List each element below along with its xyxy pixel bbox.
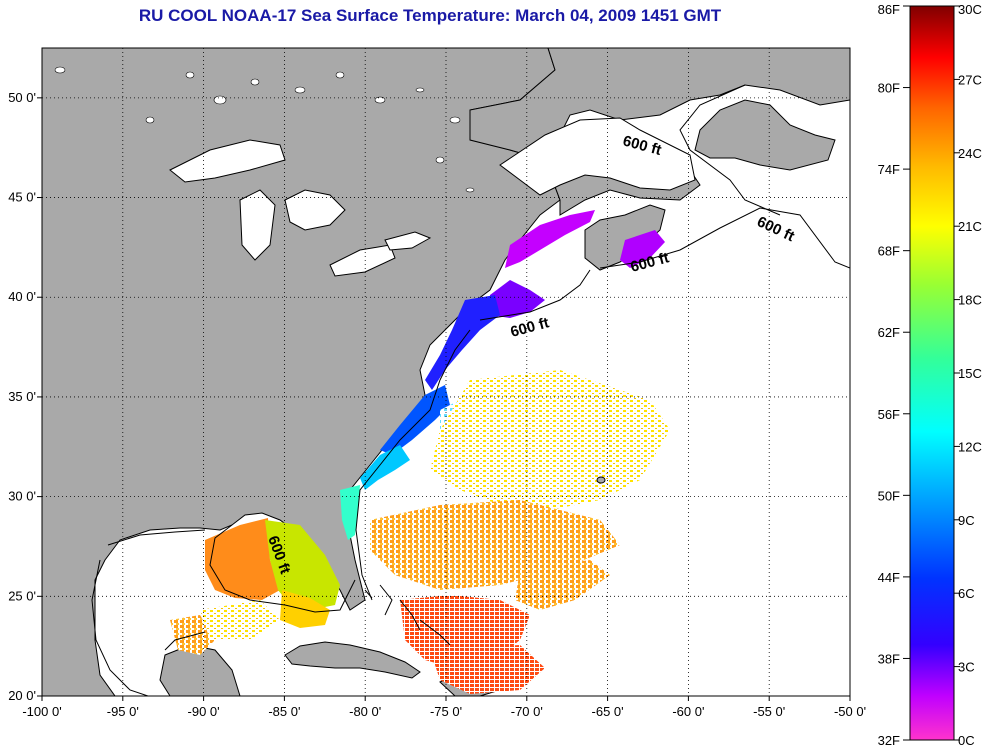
colorbar-label-f: 50F [878,488,900,503]
map-title: RU COOL NOAA-17 Sea Surface Temperature:… [138,6,722,25]
y-tick-label: 35 0' [8,389,36,404]
x-tick-label: -65 0' [592,704,624,719]
colorbar-label-c: 24C [958,146,982,161]
colorbar-label-f: 62F [878,325,900,340]
colorbar-celsius-labels: 30C 27C 24C 21C 18C 15C 12C 9C 6C 3C 0C [958,2,982,748]
land-newfoundland [694,99,836,171]
colorbar-label-f: 80F [878,81,900,96]
x-tick-label: -75 0' [430,704,462,719]
colorbar-label-c: 27C [958,72,982,87]
y-tick-label: 25 0' [8,588,36,603]
colorbar-label-f: 74F [878,162,900,177]
colorbar-ticks [903,5,960,741]
y-tick-label: 20 0' [8,688,36,703]
colorbar-label-c: 6C [958,586,975,601]
colorbar-label-c: 15C [958,366,982,381]
colorbar-label-c: 0C [958,733,975,748]
x-tick-label: -85 0' [268,704,300,719]
x-tick-label: -90 0' [188,704,220,719]
x-tick-label: -50 0' [834,704,866,719]
colorbar-label-f: 68F [878,244,900,259]
y-tick-label: 50 0' [8,90,36,105]
colorbar-label-c: 18C [958,293,982,308]
small-lakes [54,66,475,193]
y-tick-label: 40 0' [8,289,36,304]
st-lawrence-gulf [499,117,696,196]
colorbar-label-f: 32F [878,733,900,748]
x-tick-label: -60 0' [672,704,704,719]
colorbar-label-c: 21C [958,219,982,234]
land-cuba [284,641,421,679]
x-tick-label: -95 0' [107,704,139,719]
colorbar-label-c: 9C [958,513,975,528]
map-grid [42,48,850,696]
colorbar-label-c: 3C [958,660,975,675]
land-nova-scotia [584,204,666,271]
colorbar-label-f: 38F [878,651,900,666]
colorbar-label-f: 56F [878,407,900,422]
y-tick-label: 45 0' [8,190,36,205]
colorbar-fahrenheit-labels: 86F 80F 74F 68F 62F 56F 50F 44F 38F 32F [878,2,900,748]
colorbar-label-f: 44F [878,570,900,585]
sst-data [170,210,670,694]
latitude-tick-labels: 50 0' 45 0' 40 0' 35 0' 30 0' 25 0' 20 0' [8,90,42,703]
bermuda-island [596,476,606,484]
x-tick-label: -70 0' [511,704,543,719]
x-tick-label: -55 0' [753,704,785,719]
longitude-tick-labels: -100 0' -95 0' -90 0' -85 0' -80 0' -75 0' -70… [22,696,866,719]
colorbar-label-c: 12C [958,439,982,454]
contour-600ft-lines [91,84,850,696]
x-tick-label: -80 0' [349,704,381,719]
colorbar-label-f: 86F [878,2,900,17]
great-lakes [169,139,432,277]
colorbar [909,5,955,741]
y-tick-label: 30 0' [8,489,36,504]
x-tick-label: -100 0' [22,704,61,719]
colorbar-label-c: 30C [958,2,982,17]
